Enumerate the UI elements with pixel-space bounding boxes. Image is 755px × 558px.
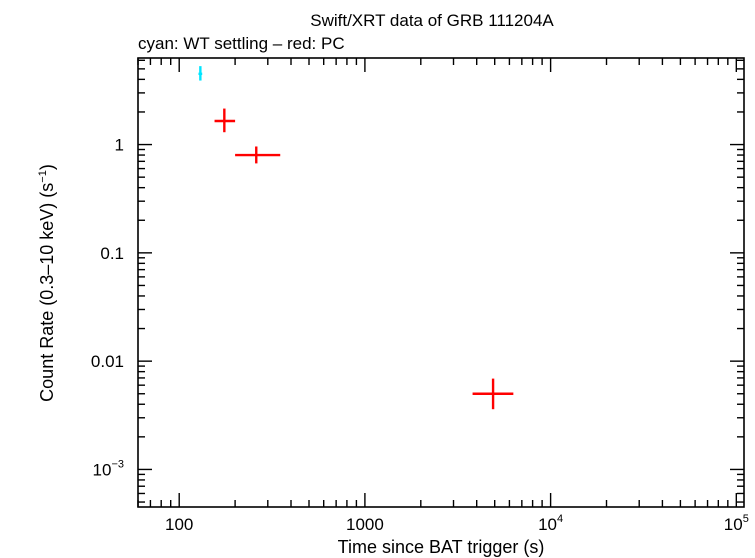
x-tick-label-base: 1000 (346, 515, 384, 534)
y-tick-labels: 1 0.1 0.01 10−3 (91, 136, 124, 480)
y-tick-label: 0.1 (100, 244, 124, 263)
x-tick-label-base: 100 (165, 515, 193, 534)
plot-frame (137, 57, 745, 508)
y-axis-label-main: Count Rate (0.3–10 keV) (s (37, 183, 57, 402)
data-point (198, 66, 203, 81)
x-tick-label: 100 (165, 515, 193, 534)
y-tick-label: 0.01 (91, 352, 124, 371)
y-axis-label: Count Rate (0.3–10 keV) (s−1) (37, 164, 57, 402)
x-tick-labels: 100 1000 104 105 (165, 513, 749, 534)
y-tick-label-base: 1 (115, 136, 124, 155)
y-tick-label: 10−3 (93, 458, 124, 479)
major-ticks (138, 58, 744, 507)
y-tick-label-sup: −3 (111, 458, 124, 470)
y-axis-label-sup: −1 (37, 170, 49, 183)
data-point (235, 146, 281, 164)
x-tick-label: 105 (724, 513, 749, 534)
x-tick-label-base: 10 (724, 515, 743, 534)
y-tick-label-base: 10 (93, 460, 112, 479)
chart-subtitle: cyan: WT settling – red: PC (138, 34, 345, 53)
minor-ticks (137, 58, 744, 507)
y-tick-label-base: 0.1 (100, 244, 124, 263)
x-tick-label: 104 (538, 513, 563, 534)
x-tick-label-base: 10 (538, 515, 557, 534)
x-tick-label-sup: 5 (743, 513, 749, 525)
x-tick-label: 1000 (346, 515, 384, 534)
y-axis-label-close: ) (37, 164, 57, 170)
x-axis-label: Time since BAT trigger (s) (338, 537, 545, 557)
y-tick-label-base: 0.01 (91, 352, 124, 371)
data-point (472, 378, 514, 410)
y-tick-label: 1 (115, 136, 124, 155)
x-tick-label-sup: 4 (557, 513, 563, 525)
data-point (214, 108, 236, 133)
data-points (198, 66, 514, 410)
chart-title: Swift/XRT data of GRB 111204A (310, 11, 554, 30)
